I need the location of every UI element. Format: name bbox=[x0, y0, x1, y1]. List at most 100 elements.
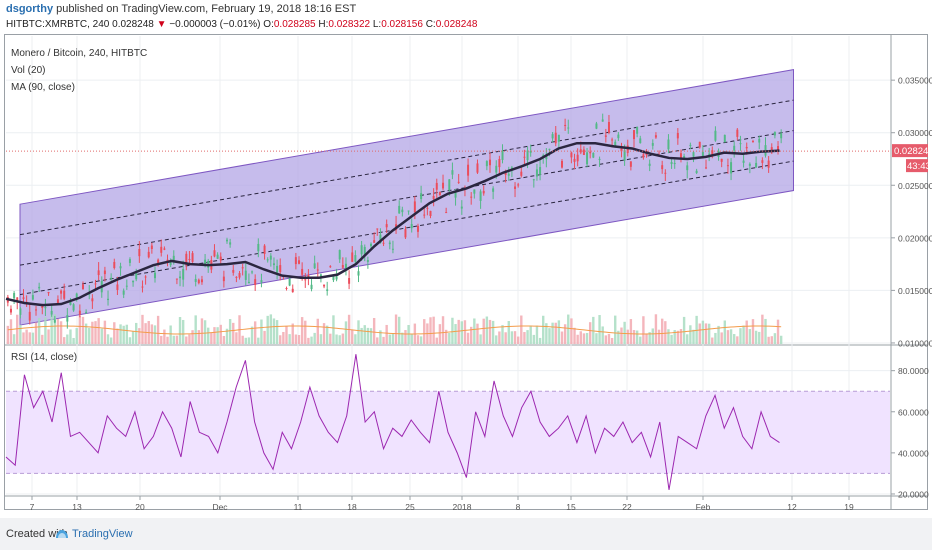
countdown-tag-label: 43:43 bbox=[907, 161, 931, 172]
low-value: 0.028156 bbox=[381, 19, 423, 30]
volume-bar bbox=[266, 315, 269, 344]
candle-body bbox=[97, 270, 100, 276]
publish-header: dsgorthy published on TradingView.com, F… bbox=[6, 2, 356, 16]
volume-bar bbox=[329, 333, 332, 344]
candle-body bbox=[219, 256, 222, 261]
candle-body bbox=[676, 133, 679, 139]
candle-body bbox=[163, 248, 166, 250]
volume-bar bbox=[72, 337, 75, 344]
price-axis[interactable]: 0.035000 0.030000 0.025000 0.020000 0.015000… bbox=[891, 76, 932, 349]
candle-body bbox=[520, 171, 523, 176]
candle-body bbox=[623, 150, 626, 161]
volume-bar bbox=[181, 319, 185, 344]
candle-body bbox=[589, 151, 592, 154]
legend-ma[interactable]: MA (90, close) bbox=[11, 82, 75, 93]
volume-bar bbox=[751, 319, 755, 344]
candle-body bbox=[385, 224, 388, 228]
legend-rsi[interactable]: RSI (14, close) bbox=[11, 352, 78, 363]
volume-bar bbox=[526, 330, 529, 344]
volume-bar bbox=[291, 323, 294, 344]
volume-bar bbox=[557, 320, 561, 344]
volume-bar bbox=[213, 327, 216, 344]
candle-body bbox=[705, 167, 708, 169]
volume-bar bbox=[654, 314, 658, 344]
legend-main[interactable]: Monero / Bitcoin, 240, HITBTC bbox=[11, 48, 148, 59]
candle-body bbox=[567, 127, 570, 129]
volume-bar bbox=[351, 329, 354, 344]
candle-body bbox=[85, 311, 88, 314]
tradingview-link[interactable]: TradingView bbox=[72, 528, 133, 540]
candle-body bbox=[66, 315, 69, 322]
candle-body bbox=[257, 243, 260, 252]
rsi-pane[interactable]: 80.0000 60.0000 40.0000 20.0000 bbox=[5, 354, 929, 499]
volume-bar bbox=[6, 325, 10, 344]
volume-bar bbox=[41, 334, 44, 344]
candle-body bbox=[272, 263, 275, 266]
candle-body bbox=[69, 302, 72, 305]
volume-bar bbox=[319, 334, 323, 344]
candle-body bbox=[633, 130, 636, 140]
candle-body bbox=[742, 160, 745, 163]
candle-body bbox=[157, 259, 160, 264]
volume-bar bbox=[128, 337, 132, 344]
volume-bar bbox=[729, 329, 733, 344]
candle-body bbox=[564, 124, 567, 126]
candle-body bbox=[263, 245, 266, 254]
chart-frame[interactable] bbox=[4, 34, 928, 510]
candle-body bbox=[748, 163, 751, 166]
volume-bar bbox=[582, 333, 586, 344]
candle-body bbox=[13, 293, 16, 299]
time-axis[interactable]: 7 13 20 Dec 11 18 25 2018 8 15 22 Feb 12 19 bbox=[30, 496, 854, 512]
rsi-tick-label: 80.0000 bbox=[898, 366, 929, 376]
candle-body bbox=[470, 196, 473, 198]
candle-body bbox=[679, 153, 682, 159]
volume-bar bbox=[62, 337, 66, 344]
candle-body bbox=[708, 153, 711, 155]
candle-body bbox=[135, 272, 138, 280]
volume-bar bbox=[69, 329, 72, 344]
candle-body bbox=[410, 224, 413, 229]
volume-bar bbox=[498, 331, 501, 344]
candle-body bbox=[103, 270, 106, 275]
candle-body bbox=[78, 310, 81, 315]
candle-body bbox=[91, 298, 94, 302]
change-value: −0.000003 (−0.01%) bbox=[169, 19, 261, 30]
legend-vol[interactable]: Vol (20) bbox=[11, 65, 46, 76]
candle-body bbox=[41, 305, 44, 308]
candle-body bbox=[739, 143, 742, 145]
candle-body bbox=[19, 308, 22, 315]
volume-bar bbox=[94, 321, 97, 344]
candle-body bbox=[467, 164, 470, 176]
volume-bar bbox=[81, 316, 85, 344]
rsi-axis[interactable]: 80.0000 60.0000 40.0000 20.0000 bbox=[891, 366, 929, 499]
main-pane[interactable]: 0.035000 0.030000 0.025000 0.020000 0.015000… bbox=[5, 35, 932, 510]
volume-bar bbox=[682, 316, 686, 344]
volume-bar bbox=[191, 330, 194, 344]
volume-bar bbox=[194, 315, 197, 344]
volume-bar bbox=[639, 336, 642, 344]
candle-body bbox=[451, 170, 454, 175]
volume-bar bbox=[357, 320, 360, 344]
volume-bar bbox=[210, 332, 213, 344]
channel-dashed-line bbox=[19, 130, 794, 266]
volume-bar bbox=[758, 331, 761, 344]
candle-body bbox=[332, 276, 335, 281]
author-link[interactable]: dsgorthy bbox=[6, 3, 54, 15]
candle-body bbox=[485, 161, 488, 167]
volume-bar bbox=[207, 327, 210, 344]
candle-body bbox=[601, 119, 604, 122]
volume-bar bbox=[313, 332, 316, 344]
volume-bar bbox=[454, 324, 457, 344]
volume-bar bbox=[401, 332, 404, 344]
volume-bar bbox=[47, 329, 50, 344]
candle-body bbox=[482, 190, 485, 194]
candle-body bbox=[31, 295, 34, 300]
candle-body bbox=[711, 150, 714, 155]
candle-body bbox=[373, 240, 376, 243]
volume-bar bbox=[679, 329, 683, 344]
volume-bar bbox=[247, 337, 251, 344]
candle-body bbox=[723, 134, 726, 143]
regression-channel[interactable] bbox=[19, 69, 794, 326]
candle-body bbox=[329, 266, 332, 268]
